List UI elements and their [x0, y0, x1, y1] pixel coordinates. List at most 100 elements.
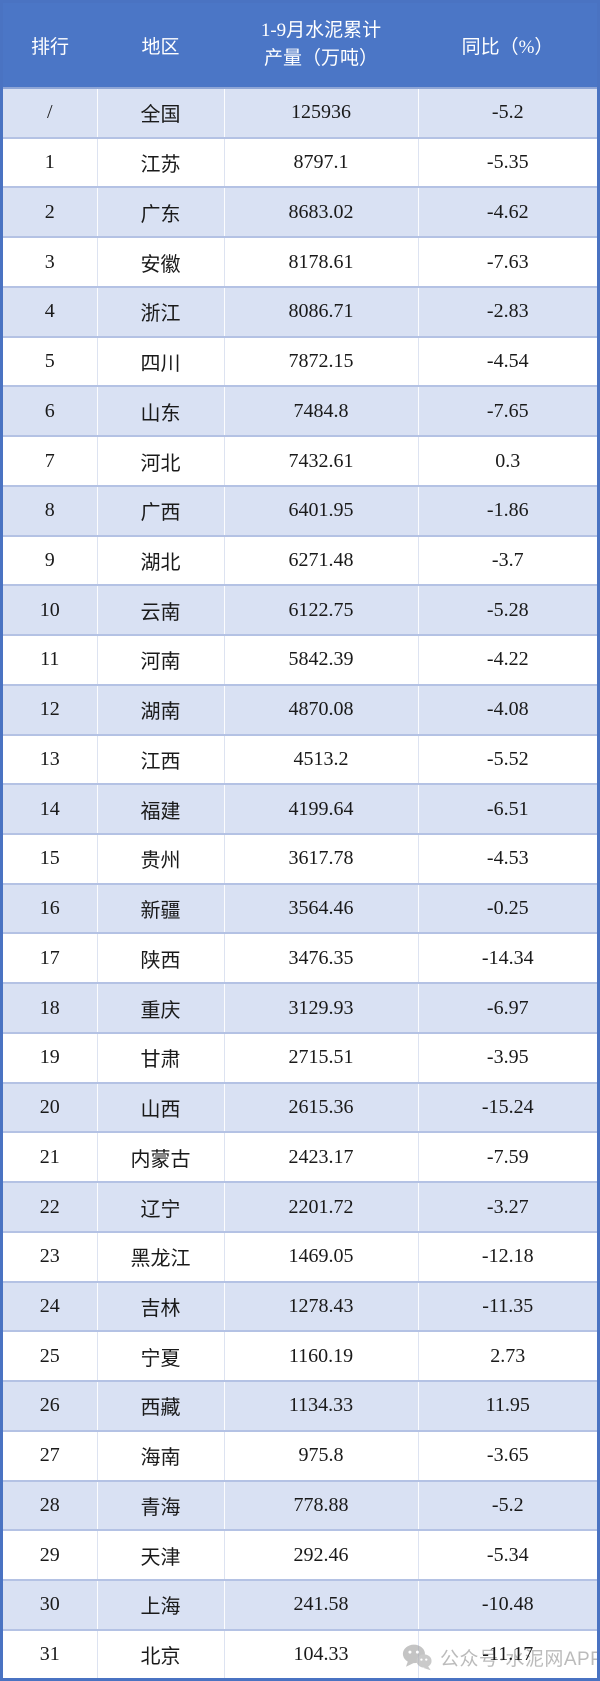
table-row: 2 广东 8683.02 -4.62 — [3, 186, 597, 238]
output-cell: 1469.05 — [224, 1230, 419, 1282]
yoy-cell: -7.63 — [418, 236, 597, 287]
table-body: / 全国 125936 -5.2 1 江苏 8797.1 -5.35 2 广东 … — [3, 88, 597, 1678]
yoy-cell: -3.7 — [418, 534, 597, 586]
output-cell: 7872.15 — [224, 335, 419, 387]
region-cell: 四川 — [97, 335, 225, 387]
rank-cell: 3 — [3, 236, 98, 287]
region-cell: 山西 — [97, 1081, 225, 1133]
table-row: 20 山西 2615.36 -15.24 — [3, 1081, 597, 1133]
yoy-cell: -5.52 — [418, 733, 597, 785]
rank-cell: / — [3, 88, 98, 138]
output-cell: 8178.61 — [224, 236, 419, 287]
col-header-output: 1-9月水泥累计 产量（万吨） — [224, 3, 418, 89]
yoy-cell: -1.86 — [418, 484, 597, 536]
output-cell: 8797.1 — [224, 136, 419, 188]
table-row: 21 内蒙古 2423.17 -7.59 — [3, 1131, 597, 1183]
table-row: 27 海南 975.8 -3.65 — [3, 1429, 597, 1481]
yoy-cell: -6.51 — [418, 783, 597, 835]
table-row: 11 河南 5842.39 -4.22 — [3, 634, 597, 685]
output-cell: 4199.64 — [224, 783, 419, 835]
region-cell: 浙江 — [97, 285, 225, 337]
region-cell: 江苏 — [97, 136, 225, 188]
table-row: 7 河北 7432.61 0.3 — [3, 435, 597, 486]
table-row: 22 辽宁 2201.72 -3.27 — [3, 1181, 597, 1232]
yoy-cell: -3.27 — [418, 1181, 597, 1232]
rank-cell: 27 — [3, 1429, 98, 1481]
region-cell: 天津 — [97, 1529, 225, 1581]
col-header-region-label: 地区 — [141, 36, 180, 58]
yoy-cell: -0.25 — [418, 882, 597, 934]
rank-cell: 16 — [3, 882, 98, 934]
output-cell: 1134.33 — [224, 1380, 419, 1431]
yoy-cell: 2.73 — [418, 1330, 597, 1382]
output-cell: 6271.48 — [224, 534, 419, 586]
region-cell: 西藏 — [97, 1380, 225, 1431]
table-row: 13 江西 4513.2 -5.52 — [3, 733, 597, 785]
table-row: 6 山东 7484.8 -7.65 — [3, 385, 597, 437]
rank-cell: 4 — [3, 285, 98, 337]
rank-cell: 30 — [3, 1579, 98, 1630]
rank-cell: 12 — [3, 683, 98, 735]
wechat-icon — [402, 1644, 432, 1671]
yoy-cell: -3.95 — [418, 1031, 597, 1083]
rank-cell: 8 — [3, 484, 98, 536]
table-row: 25 宁夏 1160.19 2.73 — [3, 1330, 597, 1382]
table-row: 29 天津 292.46 -5.34 — [3, 1529, 597, 1581]
rank-cell: 18 — [3, 982, 98, 1033]
table-row: 28 青海 778.88 -5.2 — [3, 1479, 597, 1531]
yoy-cell: -4.08 — [418, 683, 597, 735]
region-cell: 上海 — [97, 1579, 225, 1630]
output-cell: 8683.02 — [224, 186, 419, 238]
yoy-cell: -7.59 — [418, 1131, 597, 1183]
region-cell: 青海 — [97, 1479, 225, 1531]
watermark-text: 公众号·水泥网APP — [440, 1648, 600, 1670]
region-cell: 福建 — [97, 783, 225, 835]
output-cell: 5842.39 — [224, 634, 419, 685]
table-row: 26 西藏 1134.33 11.95 — [3, 1380, 597, 1431]
table-row: 18 重庆 3129.93 -6.97 — [3, 982, 597, 1033]
region-cell: 湖南 — [97, 683, 225, 735]
rank-cell: 21 — [3, 1131, 98, 1183]
rank-cell: 25 — [3, 1330, 98, 1382]
region-cell: 河南 — [97, 634, 225, 685]
output-cell: 292.46 — [224, 1529, 419, 1581]
yoy-cell: -4.22 — [418, 634, 597, 685]
rank-cell: 7 — [3, 435, 98, 486]
table-row: 15 贵州 3617.78 -4.53 — [3, 833, 597, 884]
output-cell: 8086.71 — [224, 285, 419, 337]
output-cell: 4513.2 — [224, 733, 419, 785]
region-cell: 云南 — [97, 584, 225, 636]
output-cell: 6401.95 — [224, 484, 419, 536]
rank-cell: 9 — [3, 534, 98, 586]
output-cell: 2423.17 — [224, 1131, 419, 1183]
table-row: 4 浙江 8086.71 -2.83 — [3, 285, 597, 337]
table-row: 23 黑龙江 1469.05 -12.18 — [3, 1230, 597, 1282]
yoy-cell: -5.2 — [418, 1479, 597, 1531]
rank-cell: 1 — [3, 136, 98, 188]
yoy-cell: -12.18 — [418, 1230, 597, 1282]
yoy-cell: -5.35 — [418, 136, 597, 188]
output-cell: 7484.8 — [224, 385, 419, 437]
output-cell: 1278.43 — [224, 1280, 419, 1332]
yoy-cell: 11.95 — [418, 1380, 597, 1431]
output-cell: 4870.08 — [224, 683, 419, 735]
yoy-cell: -11.17 — [418, 1628, 597, 1678]
output-cell: 6122.75 — [224, 584, 419, 636]
col-header-yoy: 同比（%） — [418, 3, 597, 89]
table-row: / 全国 125936 -5.2 — [3, 88, 597, 138]
col-header-rank-label: 排行 — [30, 36, 69, 58]
rank-cell: 26 — [3, 1380, 98, 1431]
region-cell: 甘肃 — [97, 1031, 225, 1083]
region-cell: 重庆 — [97, 982, 225, 1033]
rank-cell: 10 — [3, 584, 98, 636]
yoy-cell: -3.65 — [418, 1429, 597, 1481]
table-row: 10 云南 6122.75 -5.28 — [3, 584, 597, 636]
output-cell: 2201.72 — [224, 1181, 419, 1232]
output-cell: 3476.35 — [224, 932, 419, 984]
region-cell: 湖北 — [97, 534, 225, 586]
col-header-region: 地区 — [97, 3, 224, 89]
region-cell: 安徽 — [97, 236, 225, 287]
col-header-output-line2: 产量（万吨） — [263, 48, 378, 69]
yoy-cell: -7.65 — [418, 385, 597, 437]
